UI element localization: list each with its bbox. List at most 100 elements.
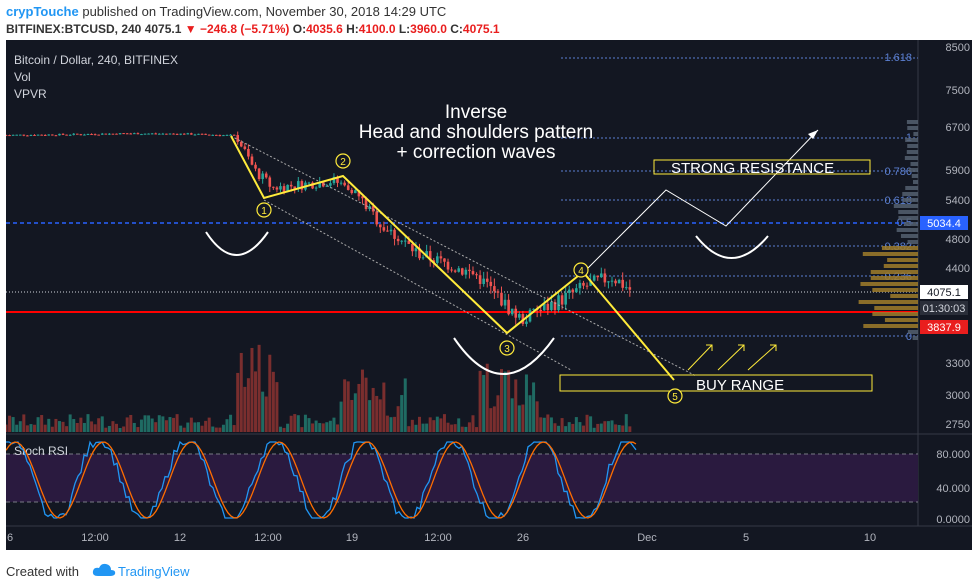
volume-bar: [535, 401, 539, 432]
volume-bar: [29, 424, 33, 432]
ytick-6700: 6700: [946, 122, 970, 134]
candle-body: [418, 248, 421, 259]
volume-bars: [4, 344, 632, 432]
volume-bar: [239, 352, 243, 432]
volume-bar: [139, 419, 143, 432]
candle-body: [628, 287, 632, 290]
header: crypTouche published on TradingView.com,…: [0, 0, 978, 40]
candle-body: [428, 251, 432, 261]
vpvr-bar: [890, 294, 918, 298]
volume-bar: [243, 386, 247, 432]
candle-body: [493, 286, 496, 292]
published-text: published on TradingView.com, November 3…: [82, 4, 447, 19]
candle-body: [172, 133, 175, 135]
time-axis[interactable]: 6 12:00 12 12:00 19 12:00 26 Dec 5 10: [7, 532, 876, 544]
candle-body: [361, 196, 364, 199]
badge-countdown: [920, 301, 968, 315]
volume-bar: [232, 425, 236, 432]
volume-bar: [421, 423, 425, 432]
tradingview-cloud-icon: [92, 562, 116, 583]
candle-body: [4, 135, 8, 137]
candle-body: [378, 224, 382, 228]
volume-profile: [858, 120, 918, 340]
volume-bar: [147, 415, 151, 432]
volume-bar: [143, 415, 147, 432]
volume-bar: [79, 417, 83, 432]
candle-body: [40, 134, 43, 136]
candle-body: [336, 176, 339, 183]
vpvr-bar: [870, 276, 918, 280]
legend-vpvr[interactable]: VPVR: [14, 87, 47, 101]
wave-pattern-line[interactable]: [230, 135, 675, 381]
vpvr-bar: [884, 318, 918, 322]
candle-body: [190, 133, 193, 135]
candle-body: [485, 278, 489, 282]
wave-4-label: 4: [578, 266, 584, 277]
volume-bar: [549, 417, 553, 432]
candle-body: [286, 184, 289, 192]
candle-body: [275, 187, 279, 190]
volume-bar: [18, 421, 22, 432]
volume-bar: [364, 377, 368, 432]
legend-title[interactable]: Bitcoin / Dollar, 240, BITFINEX: [14, 53, 178, 67]
candle-body: [314, 187, 318, 189]
ytick-8500: 8500: [946, 42, 970, 54]
volume-bar: [172, 417, 176, 432]
tradingview-link[interactable]: TradingView: [118, 564, 190, 579]
volume-bar: [528, 395, 532, 432]
volume-bar: [418, 416, 422, 432]
vpvr-bar: [904, 222, 918, 226]
legend-vol[interactable]: Vol: [14, 70, 31, 84]
volume-bar: [246, 378, 250, 432]
volume-bar: [293, 414, 297, 432]
candle-body: [585, 285, 589, 287]
volume-bar: [503, 371, 507, 432]
author-link[interactable]: crypTouche: [6, 4, 79, 19]
volume-bar: [57, 421, 61, 432]
volume-bar: [332, 417, 336, 432]
candle-body: [596, 275, 600, 278]
buy-range-box[interactable]: [559, 374, 873, 392]
volume-bar: [175, 414, 179, 432]
projection-path: [587, 129, 819, 269]
volume-bar: [261, 391, 265, 432]
candle-body: [553, 301, 557, 311]
volume-bar: [328, 420, 332, 432]
vpvr-bar: [912, 336, 918, 340]
volume-bar: [585, 414, 589, 432]
candle-body: [236, 135, 240, 142]
candle-body: [343, 182, 346, 186]
volume-bar: [43, 424, 47, 432]
ytick-3300: 3300: [946, 358, 970, 370]
candle-body: [229, 134, 232, 136]
candle-body: [254, 164, 257, 169]
candle-body: [575, 288, 578, 293]
volume-bar: [186, 422, 190, 432]
candle-body: [65, 134, 68, 136]
strong-resistance-box[interactable]: [653, 159, 871, 175]
candle-body: [567, 289, 571, 293]
candle-body: [111, 133, 115, 135]
chart-area[interactable]: 1.618 1 0.786 0.618 0.5 0.382 0.236 0 ST…: [4, 40, 972, 550]
chart-svg[interactable]: 1.618 1 0.786 0.618 0.5 0.382 0.236 0 ST…: [4, 40, 972, 550]
badge-5034-text: 5034.4: [927, 218, 961, 230]
volume-bar: [72, 419, 76, 432]
candle-body: [33, 134, 36, 136]
volume-bar: [464, 426, 468, 432]
buy-range-label: BUY RANGE: [696, 377, 784, 394]
ytick-4400: 4400: [946, 263, 970, 275]
candle-body: [475, 274, 478, 276]
candle-body: [225, 134, 229, 136]
candle-body: [147, 133, 150, 135]
volume-bar: [592, 427, 596, 432]
candle-body: [18, 134, 22, 136]
volume-bar: [614, 424, 618, 432]
volume-bar: [300, 427, 304, 432]
left-shoulder-arc: [205, 231, 269, 256]
vpvr-bar: [874, 306, 918, 310]
volume-bar: [524, 374, 528, 432]
xtick-19: 19: [346, 532, 358, 544]
volume-bar: [410, 419, 414, 432]
candle-body: [140, 134, 143, 136]
vpvr-bar: [872, 312, 918, 316]
